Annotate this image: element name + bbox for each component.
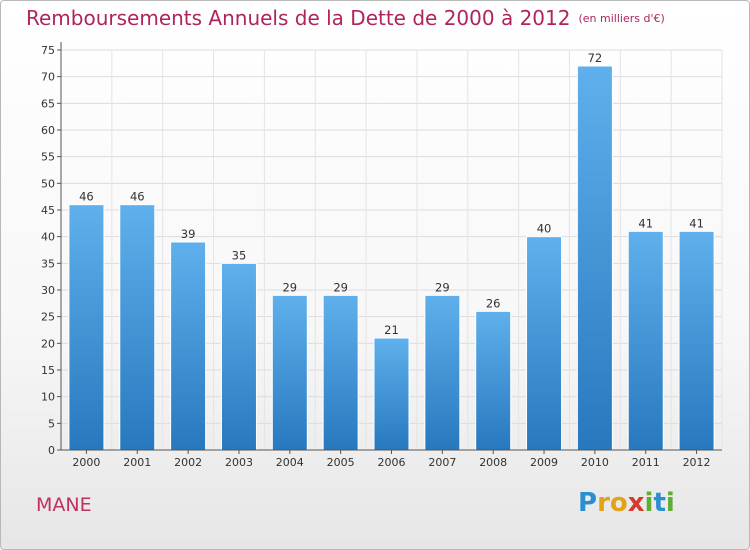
x-tick-label-2009: 2009 bbox=[530, 456, 558, 469]
logo-letter: P bbox=[578, 488, 598, 518]
bar-2006 bbox=[373, 337, 410, 451]
bar-2002 bbox=[170, 241, 207, 451]
bar-2001 bbox=[119, 204, 156, 451]
data-label-2008: 26 bbox=[486, 296, 501, 310]
data-label-2005: 29 bbox=[333, 280, 348, 294]
bar-2004 bbox=[271, 294, 308, 451]
y-tick-label: 50 bbox=[41, 177, 55, 190]
x-tick-label-2007: 2007 bbox=[428, 456, 456, 469]
x-tick-label-2000: 2000 bbox=[72, 456, 100, 469]
x-tick-label-2005: 2005 bbox=[327, 456, 355, 469]
bars bbox=[68, 65, 715, 451]
commune-name: MANE bbox=[36, 494, 92, 516]
y-tick-label: 75 bbox=[41, 44, 55, 57]
bar-2011 bbox=[627, 230, 664, 451]
x-tick-label-2008: 2008 bbox=[479, 456, 507, 469]
data-label-2006: 21 bbox=[384, 323, 399, 337]
x-tick-label-2010: 2010 bbox=[581, 456, 609, 469]
logo-letter: t bbox=[653, 488, 666, 518]
data-label-2001: 46 bbox=[130, 190, 145, 204]
y-tick-label: 10 bbox=[41, 391, 55, 404]
data-label-2000: 46 bbox=[79, 190, 94, 204]
data-label-2012: 41 bbox=[689, 216, 704, 230]
logo-letter: o bbox=[609, 488, 628, 518]
y-tick-label: 0 bbox=[48, 444, 55, 457]
bar-2003 bbox=[220, 262, 257, 451]
proxiti-logo: Proxiti bbox=[578, 488, 675, 518]
data-label-2002: 39 bbox=[181, 227, 196, 241]
x-tick-label-2011: 2011 bbox=[632, 456, 660, 469]
data-label-2009: 40 bbox=[537, 222, 552, 236]
y-tick-label: 5 bbox=[48, 417, 55, 430]
bar-2010 bbox=[576, 65, 613, 451]
y-tick-label: 60 bbox=[41, 124, 55, 137]
bar-2000 bbox=[68, 204, 105, 451]
x-tick-label-2006: 2006 bbox=[378, 456, 406, 469]
y-tick-label: 40 bbox=[41, 231, 55, 244]
logo-letter: x bbox=[627, 488, 645, 518]
x-tick-label-2012: 2012 bbox=[683, 456, 711, 469]
x-tick-label-2003: 2003 bbox=[225, 456, 253, 469]
axes bbox=[57, 42, 722, 454]
bar-2009 bbox=[526, 236, 563, 451]
y-tick-label: 45 bbox=[41, 204, 55, 217]
y-tick-label: 70 bbox=[41, 71, 55, 84]
x-tick-label-2002: 2002 bbox=[174, 456, 202, 469]
logo-letter: i bbox=[665, 488, 675, 518]
bar-2005 bbox=[322, 294, 359, 451]
y-tick-label: 35 bbox=[41, 257, 55, 270]
data-label-2004: 29 bbox=[282, 280, 297, 294]
y-tick-label: 20 bbox=[41, 337, 55, 350]
bar-2008 bbox=[475, 310, 512, 451]
y-tick-label: 30 bbox=[41, 284, 55, 297]
data-label-2003: 35 bbox=[232, 248, 247, 262]
logo-letter: i bbox=[644, 488, 654, 518]
data-label-2011: 41 bbox=[638, 216, 653, 230]
chart-title-text: Remboursements Annuels de la Dette de 20… bbox=[26, 6, 571, 30]
x-tick-label-2001: 2001 bbox=[123, 456, 151, 469]
y-tick-label: 15 bbox=[41, 364, 55, 377]
x-tick-label-2004: 2004 bbox=[276, 456, 304, 469]
chart-unit: (en milliers d'€) bbox=[578, 12, 665, 25]
y-tick-label: 25 bbox=[41, 311, 55, 324]
y-tick-label: 65 bbox=[41, 97, 55, 110]
labels: 0 5 10 15 20 25 30 35 40 45 50 55 60 65 70 75 46 2000 46 20… bbox=[41, 44, 711, 469]
data-label-2007: 29 bbox=[435, 280, 450, 294]
chart-title: Remboursements Annuels de la Dette de 20… bbox=[26, 6, 665, 30]
logo-letter: r bbox=[597, 488, 610, 518]
bar-2012 bbox=[678, 230, 715, 451]
data-label-2010: 72 bbox=[588, 51, 603, 65]
bar-2007 bbox=[424, 294, 461, 451]
y-tick-label: 55 bbox=[41, 151, 55, 164]
